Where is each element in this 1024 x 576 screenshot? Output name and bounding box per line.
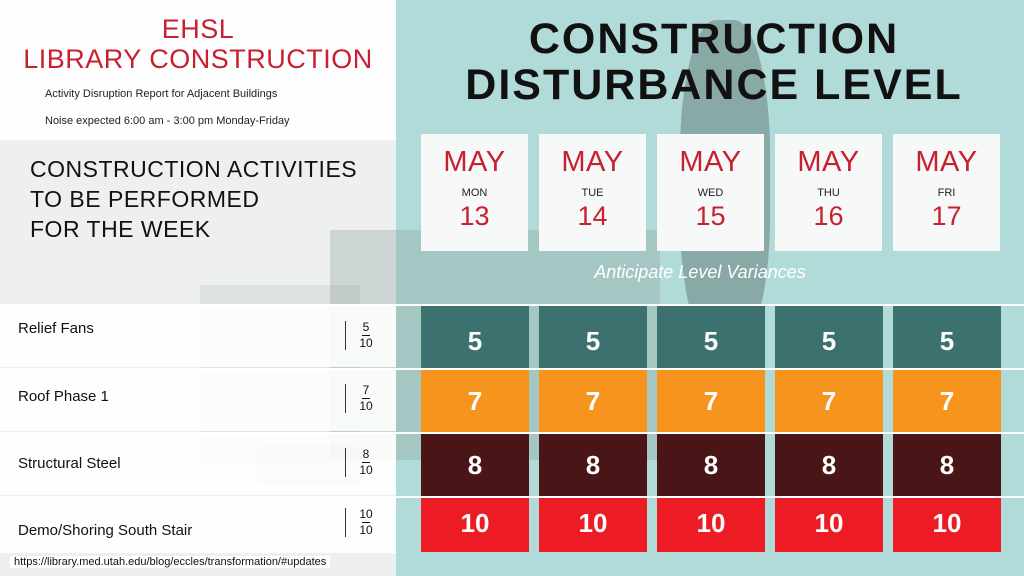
row-divider bbox=[0, 368, 1024, 370]
fraction-bar bbox=[362, 398, 370, 399]
row-divider bbox=[0, 432, 1024, 434]
day-date: 13 bbox=[459, 201, 490, 231]
level-cell: 5 bbox=[893, 306, 1001, 368]
day-of-week: MON bbox=[461, 187, 488, 199]
fraction-bar bbox=[362, 522, 370, 523]
variance-note: Anticipate Level Variances bbox=[594, 262, 806, 282]
level-cell: 8 bbox=[657, 434, 765, 496]
headline-line2: DISTURBANCE LEVEL bbox=[465, 61, 963, 109]
activity-name: Structural Steel bbox=[18, 455, 121, 472]
level-cell: 5 bbox=[539, 306, 647, 368]
headline-line1: CONSTRUCTION bbox=[528, 15, 900, 63]
fraction-level: 10 bbox=[359, 507, 373, 521]
footer-url-link[interactable]: https://library.med.utah.edu/blog/eccles… bbox=[10, 556, 331, 568]
day-month: MAY bbox=[915, 146, 978, 178]
level-cell: 8 bbox=[893, 434, 1001, 496]
fraction-bar bbox=[362, 462, 370, 463]
day-card-fri: MAY FRI 17 bbox=[893, 134, 1000, 251]
day-date: 15 bbox=[695, 201, 726, 231]
level-cell: 5 bbox=[775, 306, 883, 368]
level-cell: 8 bbox=[539, 434, 647, 496]
fraction-bar bbox=[362, 335, 370, 336]
row-label-bg bbox=[0, 369, 396, 431]
activity-name: Relief Fans bbox=[18, 320, 94, 337]
row-divider bbox=[0, 304, 1024, 306]
day-month: MAY bbox=[443, 146, 506, 178]
row-divider bbox=[0, 496, 1024, 498]
report-subtitle: Activity Disruption Report for Adjacent … bbox=[45, 88, 278, 100]
activity-level-fraction: 7 10 bbox=[345, 384, 386, 413]
day-month: MAY bbox=[797, 146, 860, 178]
row-label-bg bbox=[0, 305, 396, 367]
activities-heading-line3: FOR THE WEEK bbox=[30, 216, 211, 242]
level-cell: 7 bbox=[539, 370, 647, 432]
activity-level-fraction: 10 10 bbox=[345, 508, 386, 537]
org-title-line1: EHSL bbox=[161, 14, 235, 44]
day-date: 17 bbox=[931, 201, 962, 231]
noise-note: Noise expected 6:00 am - 3:00 pm Monday-… bbox=[45, 115, 290, 127]
day-card-tue: MAY TUE 14 bbox=[539, 134, 646, 251]
activity-level-fraction: 5 10 bbox=[345, 321, 386, 350]
day-month: MAY bbox=[561, 146, 624, 178]
level-cell: 8 bbox=[421, 434, 529, 496]
day-card-thu: MAY THU 16 bbox=[775, 134, 882, 251]
fraction-max: 10 bbox=[359, 336, 373, 350]
fraction-max: 10 bbox=[359, 463, 373, 477]
level-cell: 7 bbox=[893, 370, 1001, 432]
org-title-line2: LIBRARY CONSTRUCTION bbox=[23, 44, 373, 74]
day-card-mon: MAY MON 13 bbox=[421, 134, 528, 251]
fraction-max: 10 bbox=[359, 399, 373, 413]
row-label-bg bbox=[0, 497, 396, 553]
level-cell: 10 bbox=[539, 498, 647, 552]
day-of-week: TUE bbox=[581, 187, 604, 199]
activities-heading: CONSTRUCTION ACTIVITIES TO BE PERFORMED … bbox=[30, 154, 390, 244]
activities-heading-line1: CONSTRUCTION ACTIVITIES bbox=[30, 156, 358, 182]
level-cell: 5 bbox=[421, 306, 529, 368]
day-of-week: FRI bbox=[937, 187, 956, 199]
activity-name: Demo/Shoring South Stair bbox=[18, 522, 193, 539]
day-date: 16 bbox=[813, 201, 844, 231]
row-label-bg bbox=[0, 433, 396, 495]
day-of-week: THU bbox=[817, 187, 840, 199]
header-band bbox=[0, 0, 396, 140]
activity-level-fraction: 8 10 bbox=[345, 448, 386, 477]
fraction-level: 7 bbox=[362, 383, 370, 397]
activities-heading-line2: TO BE PERFORMED bbox=[30, 186, 260, 212]
level-cell: 7 bbox=[657, 370, 765, 432]
fraction-max: 10 bbox=[359, 523, 373, 537]
day-card-wed: MAY WED 15 bbox=[657, 134, 764, 251]
day-month: MAY bbox=[679, 146, 742, 178]
level-cell: 10 bbox=[893, 498, 1001, 552]
level-cell: 10 bbox=[421, 498, 529, 552]
fraction-level: 5 bbox=[362, 320, 370, 334]
level-cell: 10 bbox=[775, 498, 883, 552]
activity-name: Roof Phase 1 bbox=[18, 388, 109, 405]
fraction-level: 8 bbox=[362, 447, 370, 461]
level-cell: 5 bbox=[657, 306, 765, 368]
level-cell: 10 bbox=[657, 498, 765, 552]
level-cell: 7 bbox=[421, 370, 529, 432]
level-cell: 8 bbox=[775, 434, 883, 496]
level-cell: 7 bbox=[775, 370, 883, 432]
day-date: 14 bbox=[577, 201, 608, 231]
day-of-week: WED bbox=[697, 187, 724, 199]
